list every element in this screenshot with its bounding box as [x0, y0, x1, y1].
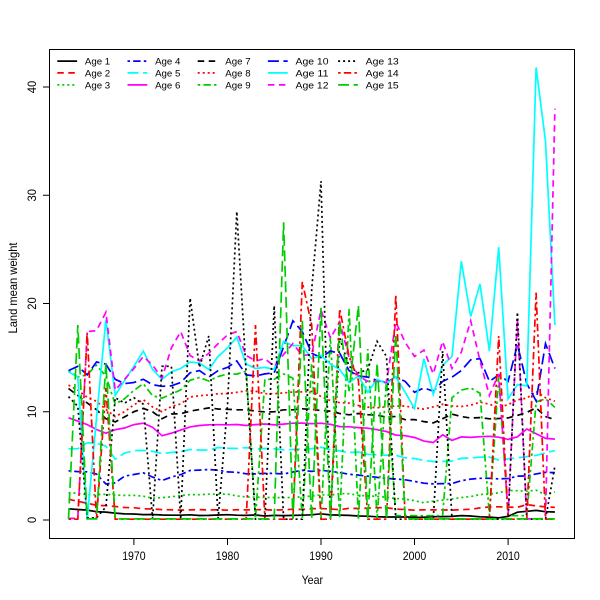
svg-text:30: 30	[25, 189, 39, 202]
svg-text:Age 9: Age 9	[225, 80, 250, 91]
svg-text:Age 13: Age 13	[366, 57, 399, 68]
svg-text:Age 12: Age 12	[296, 80, 329, 91]
svg-text:Age 2: Age 2	[85, 68, 110, 79]
svg-text:Age 4: Age 4	[155, 57, 180, 68]
svg-text:2000: 2000	[403, 549, 427, 563]
svg-text:20: 20	[25, 297, 39, 310]
svg-text:10: 10	[25, 405, 39, 418]
svg-text:Age 10: Age 10	[296, 57, 329, 68]
svg-text:Age 1: Age 1	[85, 57, 110, 68]
svg-text:Age 5: Age 5	[155, 68, 180, 79]
svg-text:Age 7: Age 7	[225, 57, 250, 68]
svg-text:Year: Year	[302, 573, 323, 587]
svg-text:Land mean weight: Land mean weight	[6, 242, 20, 334]
svg-text:0: 0	[25, 517, 39, 524]
svg-text:1970: 1970	[122, 549, 146, 563]
svg-text:1980: 1980	[216, 549, 240, 563]
svg-text:Age 6: Age 6	[155, 80, 180, 91]
svg-text:Age 14: Age 14	[366, 68, 399, 79]
svg-text:2010: 2010	[496, 549, 520, 563]
svg-text:1990: 1990	[309, 549, 333, 563]
svg-text:Age 8: Age 8	[225, 68, 250, 79]
svg-text:Age 15: Age 15	[366, 80, 399, 91]
svg-text:Age 3: Age 3	[85, 80, 110, 91]
svg-text:Age 11: Age 11	[296, 68, 329, 79]
svg-text:40: 40	[25, 80, 39, 93]
